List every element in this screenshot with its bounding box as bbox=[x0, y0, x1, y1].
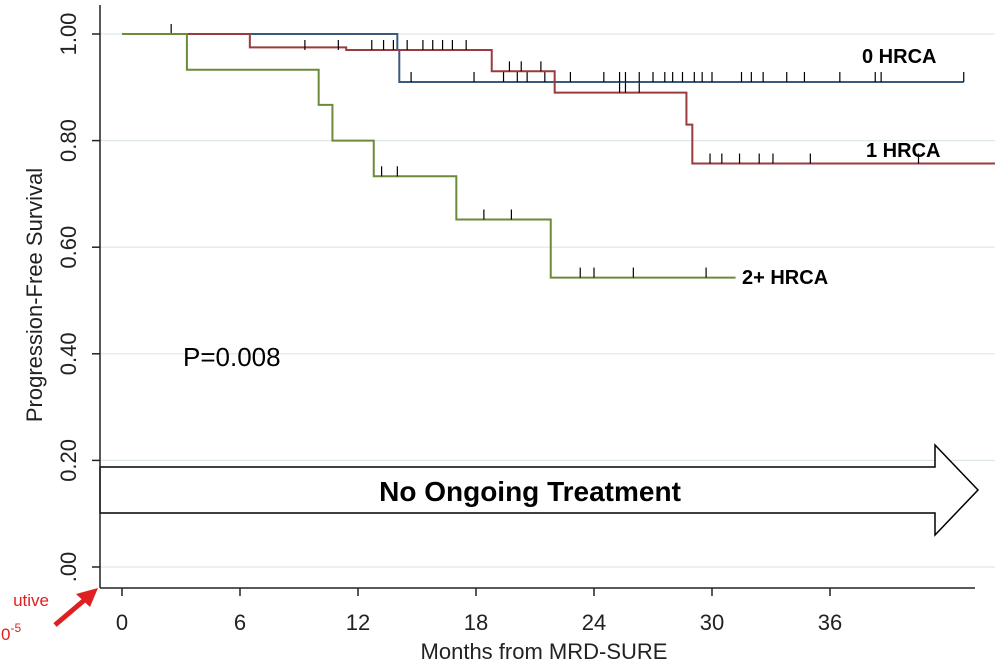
x-tick-label-1: 6 bbox=[234, 610, 246, 635]
series-layer bbox=[122, 24, 995, 279]
axis-ticks: .00 0.20 0.40 0.60 0.80 1.00 0 6 12 18 24 30 36 bbox=[56, 13, 842, 635]
arrow-shape bbox=[99, 443, 980, 537]
y-tick-label-1: 0.20 bbox=[56, 439, 81, 482]
y-axis-title: Progression-Free Survival bbox=[22, 168, 47, 422]
side-note-line1: utive bbox=[13, 591, 49, 610]
y-tick-label-4: 0.80 bbox=[56, 119, 81, 162]
x-axis-title: Months from MRD-SURE bbox=[421, 639, 668, 664]
no-ongoing-treatment-arrow: No Ongoing Treatment bbox=[99, 443, 980, 537]
p-value: P=0.008 bbox=[183, 342, 281, 372]
y-tick-label-3: 0.60 bbox=[56, 226, 81, 269]
side-note-sup: -5 bbox=[10, 621, 21, 635]
y-tick-label-5: 1.00 bbox=[56, 13, 81, 56]
y-tick-label-0: .00 bbox=[56, 552, 81, 583]
x-tick-label-5: 30 bbox=[700, 610, 724, 635]
km-curve-series-2 bbox=[122, 33, 736, 279]
x-tick-label-0: 0 bbox=[116, 610, 128, 635]
x-tick-label-2: 12 bbox=[346, 610, 370, 635]
arrow-label: No Ongoing Treatment bbox=[379, 476, 681, 507]
series-label-1-hrca: 1 HRCA bbox=[866, 140, 940, 162]
series-label-2plus-hrca: 2+ HRCA bbox=[742, 267, 828, 289]
x-tick-label-3: 18 bbox=[464, 610, 488, 635]
km-curve-series-0 bbox=[122, 33, 964, 83]
series-label-0-hrca: 0 HRCA bbox=[862, 46, 936, 68]
red-pointer-arrow bbox=[53, 588, 98, 627]
km-curve-series-1 bbox=[122, 33, 995, 165]
x-tick-label-4: 24 bbox=[582, 610, 606, 635]
side-note-line2: 0-5 bbox=[1, 621, 21, 644]
x-tick-label-6: 36 bbox=[818, 610, 842, 635]
y-tick-label-2: 0.40 bbox=[56, 332, 81, 375]
